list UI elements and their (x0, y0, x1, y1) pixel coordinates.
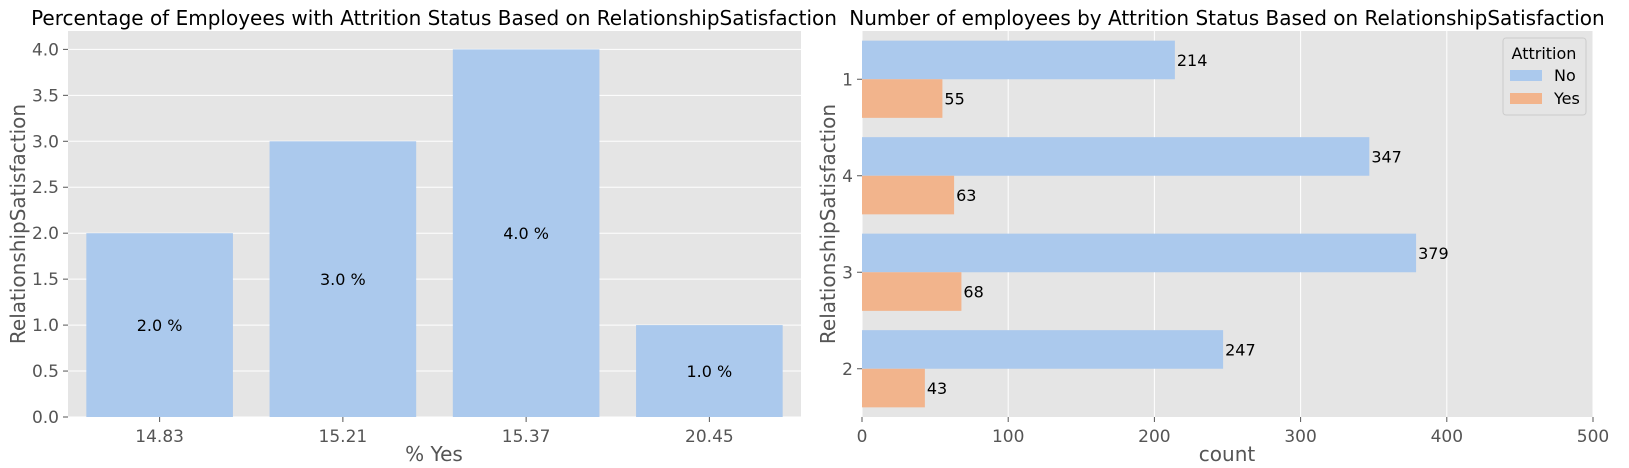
right-data-label: 247 (1225, 340, 1256, 359)
percentage-chart: 0.0 0.5 1.0 1.5 2.0 2.5 3.0 3.5 4.0 14.83 15.21 15… (6, 6, 837, 466)
right-x-tick-label: 300 (1284, 427, 1316, 447)
left-bar (86, 233, 233, 417)
left-bar (269, 141, 417, 418)
legend-swatch-no (1510, 70, 1542, 81)
left-y-tick-label: 0.0 (32, 408, 59, 428)
right-x-tick-label: 100 (992, 427, 1024, 447)
legend-title: Attrition (1512, 44, 1577, 63)
right-bar-no (862, 137, 1370, 176)
left-y-tick-label: 2.0 (32, 224, 59, 244)
left-y-tick-label: 2.5 (32, 178, 59, 198)
right-bar-no (862, 40, 1175, 80)
right-y-ticks: 1 4 3 2 (842, 70, 862, 380)
left-chart-title: Percentage of Employees with Attrition S… (31, 6, 837, 30)
right-y-tick-label: 3 (842, 263, 853, 283)
left-y-tick-label: 0.5 (32, 362, 59, 382)
left-data-label: 4.0 % (503, 224, 549, 243)
right-data-label: 347 (1371, 147, 1402, 166)
right-bar-yes (862, 368, 925, 408)
right-bar-no (862, 330, 1224, 369)
legend-swatch-yes (1510, 93, 1542, 104)
right-bar-no (862, 233, 1417, 273)
right-bars (862, 40, 1417, 408)
right-x-axis-label: count (1199, 442, 1256, 466)
left-x-tick-label: 15.37 (502, 427, 551, 447)
right-x-tick-label: 0 (857, 427, 868, 447)
left-x-axis-label: % Yes (405, 442, 463, 466)
left-y-axis-label: RelationshipSatisfaction (6, 104, 30, 344)
right-data-label: 55 (944, 90, 964, 109)
right-data-label: 379 (1418, 244, 1449, 263)
right-x-tick-label: 400 (1431, 427, 1463, 447)
right-x-tick-label: 500 (1577, 427, 1609, 447)
right-x-ticks: 0 100 200 300 400 500 (857, 417, 1609, 447)
right-y-axis-label: RelationshipSatisfaction (816, 104, 840, 344)
left-data-label: 2.0 % (137, 316, 183, 335)
left-y-tick-label: 3.0 (32, 132, 59, 152)
right-data-label: 68 (963, 283, 983, 302)
left-x-tick-label: 20.45 (685, 427, 734, 447)
left-bar (636, 325, 783, 417)
left-data-labels: 2.0 % 3.0 % 4.0 % 1.0 % (137, 224, 732, 381)
left-y-tick-label: 3.5 (32, 86, 59, 106)
right-bar-yes (862, 272, 962, 311)
left-data-label: 1.0 % (687, 362, 733, 381)
left-data-label: 3.0 % (320, 270, 366, 289)
left-x-ticks: 14.83 15.21 15.37 20.45 (135, 417, 734, 447)
right-data-label: 43 (927, 379, 947, 398)
right-y-tick-label: 2 (842, 360, 853, 380)
right-y-tick-label: 4 (842, 167, 853, 187)
right-x-tick-label: 200 (1138, 427, 1170, 447)
left-x-tick-label: 14.83 (135, 427, 184, 447)
right-bar-yes (862, 79, 943, 118)
right-data-label: 63 (956, 186, 976, 205)
left-y-ticks: 0.0 0.5 1.0 1.5 2.0 2.5 3.0 3.5 4.0 (32, 40, 68, 428)
right-data-label: 214 (1177, 51, 1208, 70)
right-y-tick-label: 1 (842, 70, 853, 90)
right-data-labels: 214 55 347 63 379 68 247 43 (927, 51, 1449, 398)
legend-label-no: No (1554, 66, 1576, 85)
left-y-tick-label: 1.0 (32, 316, 59, 336)
legend: Attrition No Yes (1502, 37, 1587, 116)
right-bar-yes (862, 175, 955, 215)
right-chart-title: Number of employees by Attrition Status … (849, 6, 1604, 30)
left-bar (452, 49, 600, 417)
left-y-tick-label: 1.5 (32, 270, 59, 290)
left-bars (86, 49, 783, 418)
left-x-tick-label: 15.21 (319, 427, 368, 447)
legend-label-yes: Yes (1553, 89, 1580, 108)
left-y-tick-label: 4.0 (32, 40, 59, 60)
